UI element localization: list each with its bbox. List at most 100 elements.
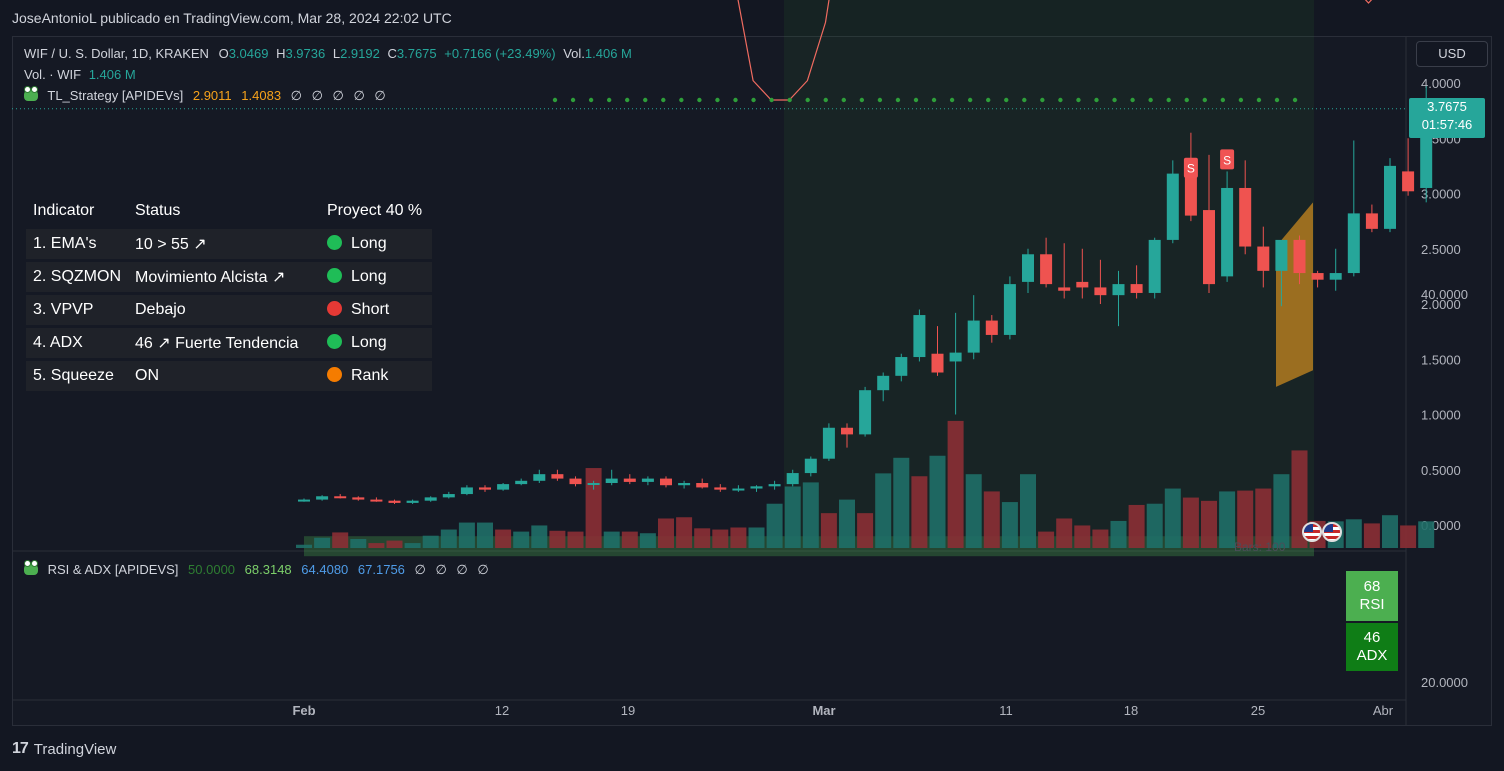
volume-bar — [1146, 503, 1163, 548]
high-label: H — [276, 46, 286, 61]
volume-bar — [422, 535, 439, 548]
us-flag-icon[interactable] — [1322, 522, 1342, 542]
volume-bar — [784, 486, 801, 548]
threshold-dot — [715, 97, 720, 103]
volume-bar — [983, 491, 1000, 548]
volume-legend-label: Vol. · WIF — [24, 67, 82, 82]
indicator-name: 1. EMA's — [26, 229, 128, 259]
threshold-dot — [1274, 97, 1280, 103]
candle-body — [732, 488, 745, 491]
strategy-value-1: 2.9011 — [192, 88, 232, 103]
volume-bar — [1038, 531, 1055, 548]
strategy-value-2: 1.4083 — [241, 88, 282, 103]
candle-body — [1184, 173, 1197, 216]
rsi-value-4: 67.1756 — [357, 562, 405, 577]
signal-label: Long — [351, 268, 387, 285]
volume-bar — [1056, 518, 1073, 548]
threshold-dot — [1202, 97, 1208, 103]
frog-icon — [24, 86, 38, 101]
volume-bar — [1418, 521, 1435, 548]
threshold-dot — [1220, 97, 1226, 103]
us-flag-icon[interactable] — [1302, 522, 1322, 542]
threshold-dot — [859, 97, 865, 103]
volume-bar — [748, 527, 765, 548]
indicator-signal: Short — [320, 295, 432, 325]
threshold-dot — [697, 97, 702, 103]
indicator-status: Movimiento Alcista ↗ — [128, 262, 320, 292]
time-tick-label: Mar — [812, 703, 835, 718]
rsi-value-1: 50.0000 — [188, 562, 236, 577]
candle-body — [497, 484, 510, 490]
volume-bar — [730, 527, 747, 548]
candle-body — [370, 499, 383, 502]
threshold-dot — [1040, 97, 1045, 103]
volume-bar — [296, 544, 312, 548]
indicator-table-header: Indicator Status Proyect 40 % — [26, 196, 432, 226]
volume-bar — [639, 533, 656, 548]
table-row: 3. VPVP Debajo Short — [26, 295, 432, 325]
signal-dot-icon — [327, 367, 342, 382]
candle-body — [641, 478, 654, 482]
oscillator-tick-label: 20.0000 — [1421, 675, 1468, 690]
threshold-dot — [805, 97, 810, 103]
candle-body — [424, 497, 437, 501]
threshold-dot — [733, 97, 738, 103]
price-tick-label: 2.0000 — [1421, 297, 1461, 312]
candle-body — [1329, 273, 1342, 280]
bars-count-label: Bars: 100 — [1234, 540, 1286, 554]
strategy-legend[interactable]: TL_Strategy [APIDEVs] 2.9011 1.4083 ∅ ∅ … — [24, 86, 389, 104]
threshold-dot — [1094, 97, 1099, 103]
candle-body — [1094, 287, 1107, 296]
volume-bar — [567, 531, 584, 548]
candle-body — [442, 494, 455, 498]
candle-body — [985, 320, 998, 335]
time-tick-label: 25 — [1251, 703, 1265, 718]
volume-bar — [712, 529, 729, 548]
volume-bar — [658, 518, 674, 548]
currency-button[interactable]: USD — [1416, 41, 1488, 67]
candle-body — [569, 478, 582, 485]
symbol-legend: WIF / U. S. Dollar, 1D, KRAKEN O3.0469 H… — [24, 46, 632, 61]
threshold-dot — [877, 97, 883, 103]
rsi-legend[interactable]: RSI & ADX [APIDEVS] 50.0000 68.3148 64.4… — [24, 560, 492, 578]
header-indicator: Indicator — [33, 202, 95, 219]
volume-bar — [549, 530, 566, 548]
last-price-value: 3.7675 — [1427, 99, 1467, 114]
sell-signal-label: S — [1187, 162, 1195, 176]
candle-body — [1384, 165, 1396, 229]
threshold-dot — [769, 97, 774, 103]
close-value: 3.7675 — [396, 46, 437, 61]
threshold-dot — [679, 97, 684, 103]
price-tick-label: 2.5000 — [1421, 242, 1461, 257]
volume-legend-value: 1.406 M — [88, 67, 136, 82]
rsi-value-2: 68.3148 — [244, 562, 292, 577]
price-tick-label: 1.0000 — [1421, 408, 1461, 423]
candle-body — [388, 500, 401, 503]
volume-bar — [766, 503, 783, 548]
low-value: 2.9192 — [340, 46, 380, 61]
oscillator-tick-label: 40.0000 — [1421, 287, 1468, 302]
volume-bar — [368, 543, 385, 548]
candle-body — [551, 474, 564, 479]
candle-body — [931, 353, 944, 373]
candle-body — [352, 497, 365, 500]
candle-body — [1058, 287, 1071, 291]
indicator-signal: Long — [320, 262, 432, 292]
volume-bar — [965, 474, 982, 548]
volume-bar — [1255, 488, 1272, 548]
indicator-name: 5. Squeeze — [26, 361, 128, 391]
candle-body — [460, 487, 473, 495]
candle-body — [1221, 187, 1234, 277]
volume-bar — [839, 499, 855, 548]
volume-bar — [1001, 502, 1018, 548]
threshold-dot — [661, 97, 666, 103]
candle-body — [479, 487, 491, 490]
volume-bar — [676, 517, 693, 548]
candle-body — [1275, 239, 1288, 271]
candle-body — [1112, 284, 1125, 296]
candle-body — [1257, 246, 1270, 271]
candle-body — [1203, 210, 1215, 285]
volume-bar — [1345, 519, 1362, 548]
indicator-name: 4. ADX — [26, 328, 128, 358]
